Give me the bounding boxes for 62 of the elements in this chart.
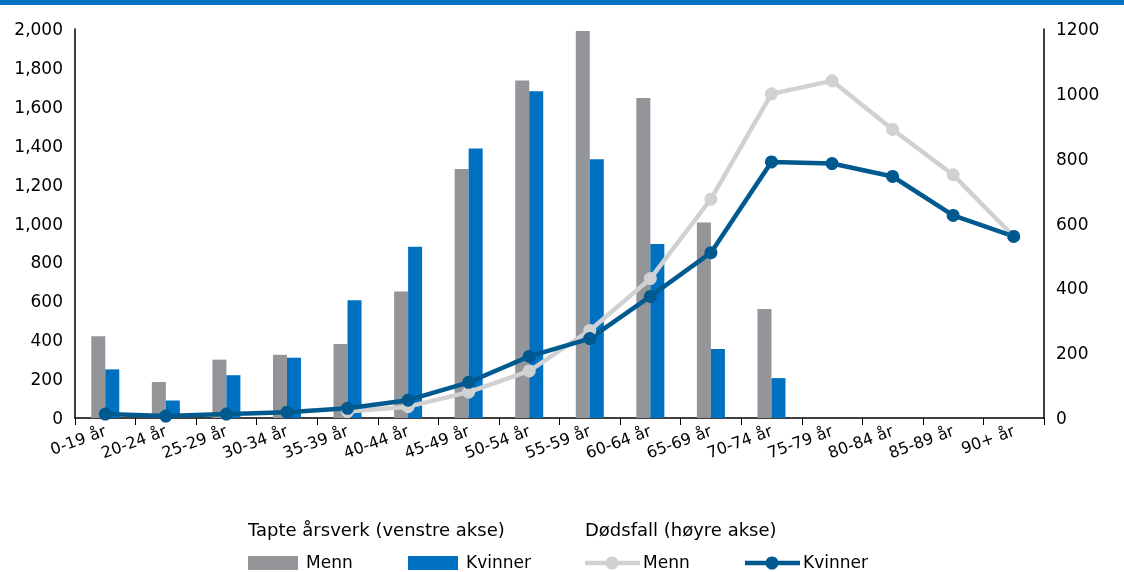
bar (575, 30, 590, 418)
point (886, 170, 900, 183)
bar (696, 222, 711, 418)
point (462, 375, 476, 389)
legend-label: Kvinner (466, 551, 531, 572)
legend-label: Menn (306, 551, 353, 572)
x-tick-label: 90+ år (958, 420, 1018, 458)
y-tick-label: 1,400 (14, 135, 63, 156)
y-tick-label: 200 (30, 369, 63, 390)
y-tick-label: 2,000 (14, 19, 63, 39)
y-tick-label: 800 (30, 252, 63, 273)
point (825, 74, 839, 88)
point (643, 272, 657, 286)
point (522, 349, 536, 363)
point (341, 401, 355, 415)
y2-tick-label: 800 (1056, 148, 1089, 169)
legend-label: Kvinner (803, 551, 868, 572)
text: Dødsfall (høyre akse) (585, 518, 777, 540)
bar (91, 336, 106, 418)
bar (454, 169, 469, 418)
bar (347, 300, 362, 418)
point (583, 332, 597, 346)
point (764, 155, 778, 169)
y-tick-label: 400 (30, 330, 63, 351)
point (219, 407, 233, 421)
point (886, 122, 900, 136)
bar (589, 159, 604, 418)
bar (757, 309, 772, 418)
y2-tick-label: 0 (1056, 408, 1067, 428)
point (704, 246, 718, 260)
point (764, 87, 778, 101)
bar (394, 291, 409, 418)
legend-label: Menn (643, 551, 690, 572)
y2-tick-label: 400 (1056, 278, 1089, 299)
point (401, 393, 415, 407)
point (825, 157, 839, 171)
y-tick-label: 600 (30, 291, 63, 312)
bar (515, 80, 530, 418)
point (522, 364, 536, 378)
y-tick-label: 1,200 (14, 174, 63, 195)
point (98, 407, 112, 421)
bar (529, 91, 544, 418)
y2-tick-label: 600 (1056, 213, 1089, 234)
bar (468, 148, 483, 418)
bar (408, 246, 423, 418)
y2-tick-label: 1200 (1056, 19, 1100, 39)
y-tick-label: 1,800 (14, 57, 63, 78)
bar (771, 378, 786, 418)
text: Tapte årsverk (venstre akse) (247, 518, 505, 540)
bar (636, 98, 651, 418)
point (946, 168, 960, 182)
y2-tick-label: 200 (1056, 343, 1089, 364)
point (704, 192, 718, 206)
point (643, 289, 657, 303)
y-tick-label: 0 (52, 408, 63, 428)
y-tick-label: 1,600 (14, 96, 63, 117)
point (159, 409, 173, 423)
point (280, 405, 294, 419)
point (946, 208, 960, 222)
bar (710, 348, 725, 418)
y-tick-label: 1,000 (14, 213, 63, 234)
y2-tick-label: 1000 (1056, 83, 1100, 104)
